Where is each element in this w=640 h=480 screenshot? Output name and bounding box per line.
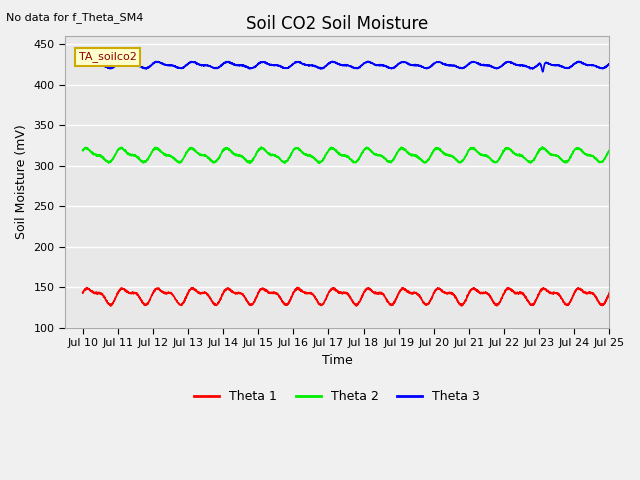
Theta 2: [170, 155, 178, 161]
Theta 3: [281, 65, 289, 71]
Theta 1: [596, 300, 604, 306]
Theta 3: [364, 59, 372, 64]
Theta 1: [294, 285, 301, 290]
Line: Theta 1: Theta 1: [83, 288, 609, 306]
Theta 2: [596, 159, 604, 165]
Theta 2: [539, 144, 547, 150]
Theta 3: [303, 62, 311, 68]
Theta 2: [139, 159, 147, 165]
Theta 3: [170, 63, 178, 69]
Theta 2: [605, 147, 613, 153]
Theta 3: [139, 65, 147, 71]
Theta 3: [596, 65, 604, 71]
Title: Soil CO2 Soil Moisture: Soil CO2 Soil Moisture: [246, 15, 428, 33]
Theta 1: [281, 302, 289, 308]
Theta 1: [170, 293, 178, 299]
Theta 2: [281, 160, 289, 166]
Theta 3: [605, 61, 613, 67]
Theta 1: [139, 300, 147, 306]
Theta 2: [246, 160, 253, 166]
Theta 2: [304, 153, 312, 158]
Text: TA_soilco2: TA_soilco2: [79, 51, 136, 62]
X-axis label: Time: Time: [322, 354, 353, 367]
Line: Theta 3: Theta 3: [83, 61, 609, 72]
Theta 1: [353, 303, 360, 309]
Legend: Theta 1, Theta 2, Theta 3: Theta 1, Theta 2, Theta 3: [189, 385, 485, 408]
Theta 3: [539, 69, 547, 75]
Line: Theta 2: Theta 2: [83, 147, 609, 163]
Theta 1: [79, 290, 86, 296]
Theta 1: [304, 291, 312, 297]
Theta 2: [79, 147, 86, 153]
Theta 1: [605, 289, 613, 295]
Theta 2: [539, 145, 547, 151]
Text: No data for f_Theta_SM4: No data for f_Theta_SM4: [6, 12, 144, 23]
Theta 1: [539, 286, 547, 291]
Theta 3: [539, 69, 547, 75]
Theta 3: [79, 61, 86, 67]
Y-axis label: Soil Moisture (mV): Soil Moisture (mV): [15, 124, 28, 240]
